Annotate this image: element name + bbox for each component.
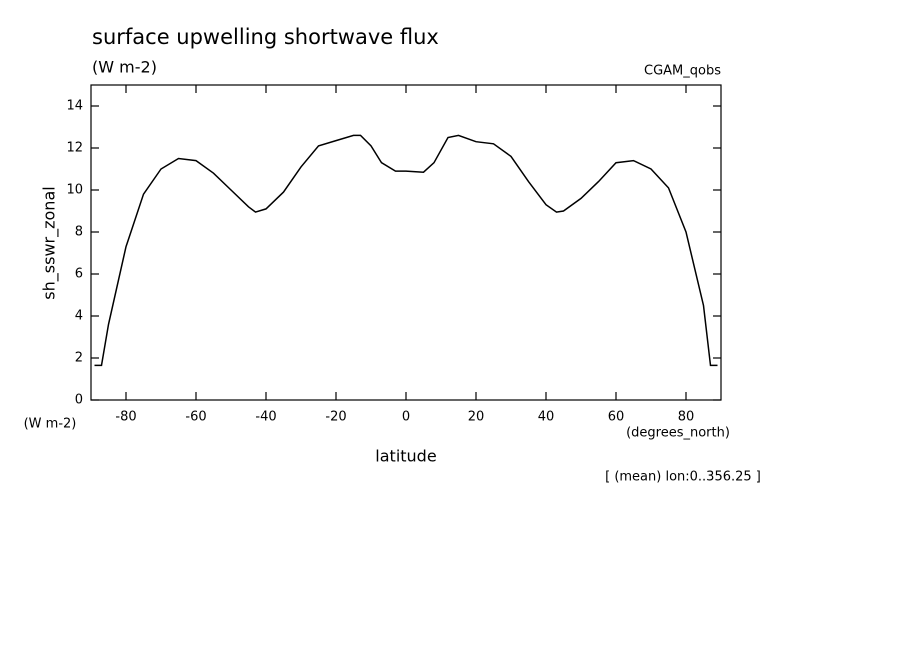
y-tick-label: 2	[75, 351, 83, 366]
y-tick-label: 10	[66, 183, 83, 198]
y-tick-label: 12	[66, 141, 83, 156]
x-tick-label: -20	[325, 410, 346, 425]
x-tick-label: 60	[608, 410, 625, 425]
y-tick-label: 4	[75, 309, 83, 324]
y-tick-label: 6	[75, 267, 83, 282]
x-tick-label: 20	[468, 410, 485, 425]
x-axis-units: (degrees_north)	[626, 426, 730, 441]
units: (W m-2)	[92, 58, 157, 77]
x-tick-label: 40	[538, 410, 555, 425]
plot-frame	[90, 84, 722, 401]
y-tick-label: 14	[66, 99, 83, 114]
dataset-label: CGAM_qobs	[644, 64, 721, 79]
chart-title: surface upwelling shortwave flux	[92, 25, 439, 49]
x-tick-label: -40	[255, 410, 276, 425]
x-tick-label: 0	[402, 410, 410, 425]
y-axis-units: (W m-2)	[24, 417, 77, 432]
x-tick-label: -80	[115, 410, 136, 425]
y-tick-label: 8	[75, 225, 83, 240]
data-line	[94, 134, 718, 367]
y-axis-label: sh_sswr_zonal	[40, 186, 60, 299]
note: [ (mean) lon:0..356.25 ]	[605, 470, 761, 485]
x-tick-label: -60	[185, 410, 206, 425]
y-tick-label: 0	[75, 393, 83, 408]
x-axis-label: latitude	[375, 447, 436, 466]
x-tick-label: 80	[678, 410, 695, 425]
